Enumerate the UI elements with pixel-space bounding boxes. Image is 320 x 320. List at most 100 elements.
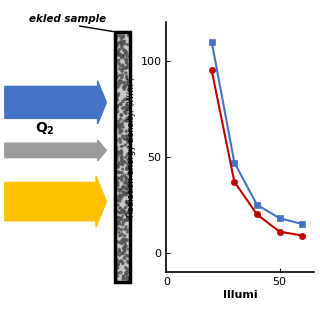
Point [114,258,119,263]
Point [116,81,121,86]
Point [121,160,126,165]
Point [114,48,119,53]
Point [119,158,124,163]
Y-axis label: Radiation energy density/ (W/m²): Radiation energy density/ (W/m²) [127,77,136,217]
Point [116,226,121,231]
Point [123,142,128,148]
Point [120,99,125,104]
Point [117,78,122,84]
Point [117,33,123,38]
Point [121,189,126,195]
Point [119,55,124,60]
Point [118,187,124,192]
Point [117,193,123,198]
Point [124,66,129,71]
Point [117,249,122,254]
Point [120,68,125,74]
Point [116,83,122,88]
Text: ekled sample: ekled sample [29,14,106,24]
Point [119,210,124,215]
Point [120,35,125,40]
Point [118,233,124,238]
Point [123,244,128,249]
Point [114,138,119,143]
Point [121,47,126,52]
Point [122,245,127,250]
Point [119,241,124,246]
Point [126,118,131,123]
Point [115,210,120,215]
Point [116,210,122,215]
Point [120,63,125,68]
Point [120,207,125,212]
Point [119,148,124,153]
Point [124,74,129,79]
Bar [115,32,130,282]
Point [114,268,119,273]
Point [119,151,124,156]
Point [118,78,124,84]
Point [122,180,127,185]
Point [115,93,120,99]
Point [125,259,130,264]
Point [114,182,119,187]
Point [120,144,125,149]
Point [115,239,120,244]
Point [117,211,123,216]
Point [125,62,131,67]
Point [116,91,121,96]
Text: $\mathbf{Q_2}$: $\mathbf{Q_2}$ [35,121,55,137]
Point [116,85,121,90]
Point [124,133,130,139]
Point [116,215,121,220]
Point [122,256,127,261]
Point [118,125,123,130]
Point [125,270,130,275]
Point [125,229,130,235]
Point [116,230,122,235]
Point [116,247,122,252]
Point [120,185,125,190]
Point [120,237,125,242]
Point [114,221,119,226]
Point [125,139,131,144]
Point [115,98,120,103]
Point [126,115,131,120]
Point [117,40,122,45]
Point [120,222,125,227]
Point [124,165,129,171]
Point [115,270,120,276]
Point [125,42,130,47]
Point [120,193,125,198]
Point [117,66,122,71]
Point [126,157,131,162]
Point [124,253,129,258]
Point [125,202,131,207]
Point [117,188,123,194]
Point [123,242,128,247]
Point [122,87,127,92]
Point [116,259,121,264]
Point [117,137,122,142]
Point [116,164,121,170]
Point [120,158,125,163]
Point [119,42,124,47]
Point [126,151,131,156]
Point [124,65,130,70]
Point [114,257,119,262]
Point [117,123,122,128]
Point [122,41,127,46]
Point [119,36,124,41]
Point [116,221,121,226]
Point [117,240,123,245]
Point [122,191,127,196]
Point [120,53,125,59]
Point [122,118,127,123]
Point [114,179,119,184]
Point [121,125,126,130]
Point [115,58,120,63]
Point [124,167,129,172]
Point [121,65,126,70]
Point [115,194,120,199]
Point [116,183,121,188]
